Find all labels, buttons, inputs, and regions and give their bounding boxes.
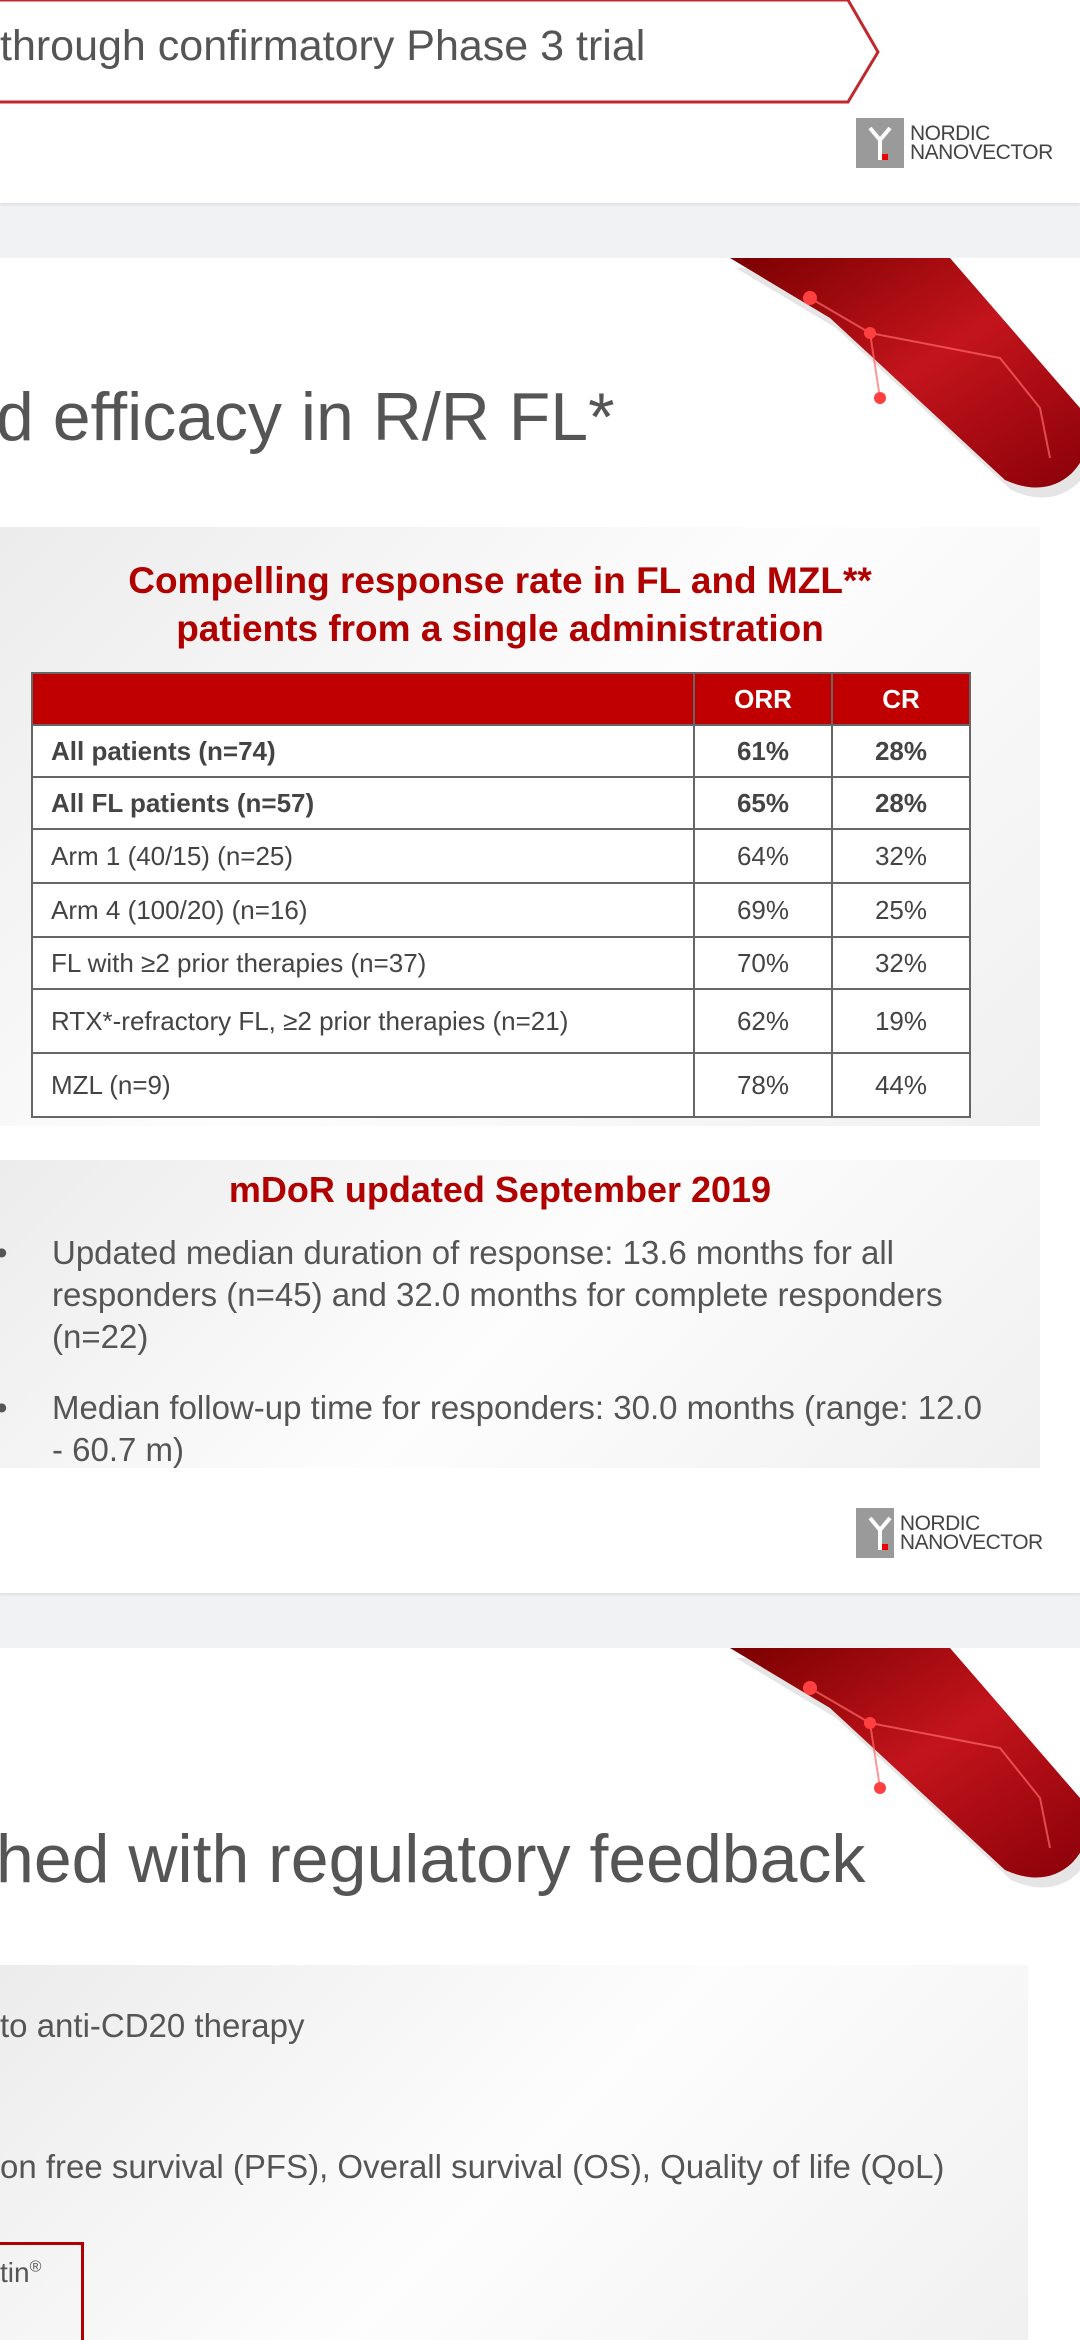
orr-value: 62% xyxy=(693,988,833,1054)
cr-value: 19% xyxy=(831,988,971,1054)
table-row: All patients (n=74) 61% 28% xyxy=(31,724,971,778)
header-cr: CR xyxy=(831,672,971,726)
row-label: MZL (n=9) xyxy=(31,1052,695,1118)
orr-value: 64% xyxy=(693,828,833,884)
mdor-heading: mDoR updated September 2019 xyxy=(228,1169,772,1210)
orr-value: 61% xyxy=(693,724,833,778)
mdor-panel: mDoR updated September 2019 •Updated med… xyxy=(0,1160,1040,1468)
logo-text: NORDIC NANOVECTOR xyxy=(899,1512,1043,1554)
row-label: All patients (n=74) xyxy=(31,724,695,778)
row-label: FL with ≥2 prior therapies (n=37) xyxy=(31,936,695,990)
nordic-nanovector-logo: NORDIC NANOVECTOR xyxy=(856,118,1053,168)
logo-text: NORDIC NANOVECTOR xyxy=(910,122,1053,164)
orr-value: 69% xyxy=(693,882,833,938)
design-panel: to anti-CD20 therapy on free survival (P… xyxy=(0,1965,1028,2340)
table-row: Arm 4 (100/20) (n=16) 69% 25% xyxy=(31,882,971,938)
panel-text-line: to anti-CD20 therapy xyxy=(0,2007,305,2044)
cr-value: 28% xyxy=(831,724,971,778)
orr-value: 65% xyxy=(693,776,833,830)
cr-value: 28% xyxy=(831,776,971,830)
row-label: Arm 4 (100/20) (n=16) xyxy=(31,882,695,938)
table-row: FL with ≥2 prior therapies (n=37) 70% 32% xyxy=(31,936,971,990)
response-rate-table: ORR CR All patients (n=74) 61% 28% All FL p… xyxy=(31,672,971,1118)
slide-title: hed with regulatory feedback xyxy=(0,1821,866,1897)
antibody-logo-icon xyxy=(856,1508,894,1558)
response-heading-line1: Compelling response rate in FL and MZL** xyxy=(128,560,872,601)
slide-1: through confirmatory Phase 3 trial NORDI… xyxy=(0,0,1080,203)
header-blank xyxy=(31,672,695,726)
table-header-row: ORR CR xyxy=(31,672,971,726)
table-row: All FL patients (n=57) 65% 28% xyxy=(31,776,971,830)
header-orr: ORR xyxy=(693,672,833,726)
orr-value: 70% xyxy=(693,936,833,990)
decorative-tube-graphic xyxy=(729,258,1080,499)
orr-value: 78% xyxy=(693,1052,833,1118)
table-row: MZL (n=9) 78% 44% xyxy=(31,1052,971,1118)
comparator-text: tin® xyxy=(0,2257,42,2288)
panel-text-line: on free survival (PFS), Overall survival… xyxy=(0,2148,945,2185)
cr-value: 32% xyxy=(831,828,971,884)
response-rate-panel: Compelling response rate in FL and MZL**… xyxy=(0,527,1040,1126)
cr-value: 32% xyxy=(831,936,971,990)
antibody-logo-icon xyxy=(856,118,904,168)
response-heading-line2: patients from a single administration xyxy=(176,608,824,649)
roadmap-arrow-text: through confirmatory Phase 3 trial xyxy=(0,22,646,70)
slide-title: d efficacy in R/R FL* xyxy=(0,379,615,455)
slide-3: hed with regulatory feedback to anti-CD2… xyxy=(0,1648,1080,2340)
slide-2: d efficacy in R/R FL* Compelling respons… xyxy=(0,258,1080,1593)
row-label: RTX*-refractory FL, ≥2 prior therapies (… xyxy=(31,988,695,1054)
cr-value: 25% xyxy=(831,882,971,938)
comparator-box: tin® xyxy=(0,2242,84,2340)
cr-value: 44% xyxy=(831,1052,971,1118)
table-row: RTX*-refractory FL, ≥2 prior therapies (… xyxy=(31,988,971,1054)
roadmap-arrow-shape xyxy=(0,0,880,104)
table-row: Arm 1 (40/15) (n=25) 64% 32% xyxy=(31,828,971,884)
nordic-nanovector-logo: NORDIC NANOVECTOR xyxy=(856,1508,1080,1558)
row-label: All FL patients (n=57) xyxy=(31,776,695,830)
row-label: Arm 1 (40/15) (n=25) xyxy=(31,828,695,884)
